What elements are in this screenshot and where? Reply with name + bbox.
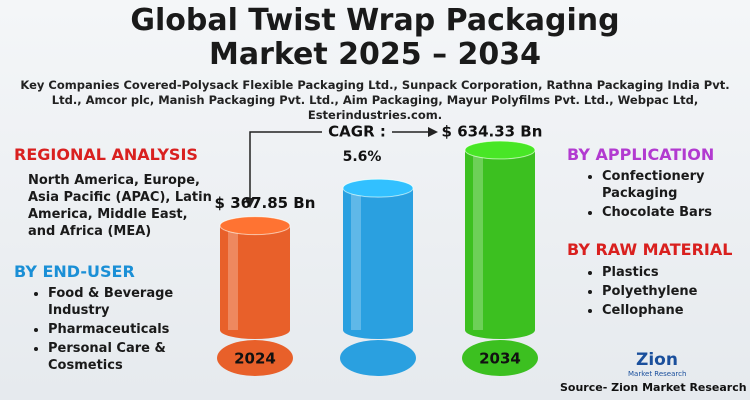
cylinder-body — [343, 188, 413, 330]
cagr-value: 5.6% — [343, 149, 382, 165]
list-item: Food & Beverage Industry — [48, 285, 218, 319]
year-badge — [462, 340, 538, 376]
title: Global Twist Wrap Packaging Market 2025 … — [130, 3, 620, 72]
heading: BY APPLICATION — [567, 145, 715, 164]
arrow — [249, 131, 322, 205]
heading: BY RAW MATERIAL — [567, 240, 733, 259]
list: Plastics Polyethylene Cellophane — [580, 264, 750, 321]
heading: BY END-USER — [14, 262, 135, 281]
list-item: Plastics — [602, 264, 750, 281]
year-label: 2034 — [479, 350, 521, 368]
logo: Zion — [636, 350, 678, 370]
cylinder-bottom — [465, 321, 535, 339]
cylinder-bottom — [343, 321, 413, 339]
list-item: Polyethylene — [602, 283, 750, 300]
regional-text: North America, Europe, Asia Pacific (APA… — [28, 173, 212, 239]
source: Source- Zion Market Research — [560, 381, 747, 394]
cylinder — [464, 140, 536, 339]
cylinder-top — [464, 140, 536, 160]
arrow-head — [428, 127, 438, 137]
value-label: $ 367.85 Bn — [215, 194, 316, 212]
cylinder-shine — [473, 150, 483, 330]
cylinder-shine — [228, 225, 238, 330]
list: Food & Beverage Industry Pharmaceuticals P… — [26, 285, 218, 376]
cylinder-top — [219, 216, 291, 236]
year-label: 2024 — [234, 350, 276, 368]
list-item: Cellophane — [602, 302, 750, 319]
cylinder-top — [342, 178, 414, 198]
list-item: Personal Care & Cosmetics — [48, 340, 218, 374]
logo-tagline: Market Research — [628, 370, 687, 378]
cylinder — [219, 216, 291, 339]
subtitle: Key Companies Covered-Polysack Flexible … — [20, 78, 730, 122]
cylinder-body — [465, 150, 535, 330]
cylinder-bottom — [220, 321, 290, 339]
list: Confectionery Packaging Chocolate Bars — [580, 168, 750, 223]
list-item: Confectionery Packaging — [602, 168, 750, 202]
cagr-label: CAGR : — [328, 123, 386, 141]
year-badge — [217, 340, 293, 376]
year-badge — [340, 340, 416, 376]
heading: REGIONAL ANALYSIS — [14, 145, 198, 164]
cylinder — [342, 178, 414, 339]
list-item: Chocolate Bars — [602, 204, 750, 221]
cylinder-shine — [351, 188, 361, 330]
value-label: $ 634.33 Bn — [442, 123, 543, 141]
list-item: Pharmaceuticals — [48, 321, 218, 338]
arrow-head — [245, 198, 255, 208]
cylinder-body — [220, 225, 290, 330]
